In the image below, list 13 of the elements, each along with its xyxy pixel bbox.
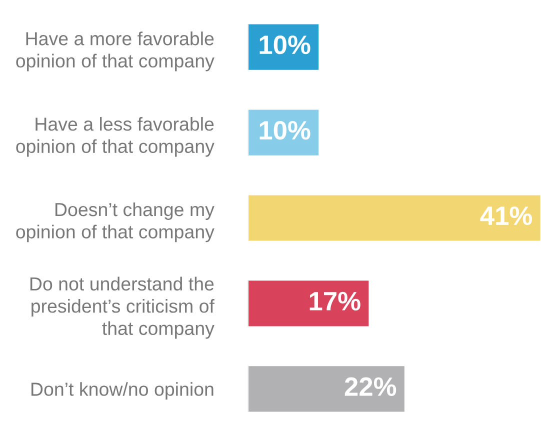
data-label: 10% [260,120,310,140]
y-tick-label: Have a less favorable opinion of that company [16,117,214,157]
bar [248,364,406,414]
y-tick-label: Do not understand the president’s criticism of that company [30,276,214,339]
data-label: 41% [480,206,532,226]
data-label: 22% [344,377,396,396]
bar [248,194,541,242]
bar [248,279,370,328]
y-tick-label: Have a more favorable opinion of that company [16,32,214,72]
y-tick-label: Doesn’t change my opinion of that company [16,202,214,242]
data-label: 17% [310,292,360,310]
data-label: 10% [260,35,310,54]
y-tick-label: Don’t know/no opinion [31,382,214,400]
